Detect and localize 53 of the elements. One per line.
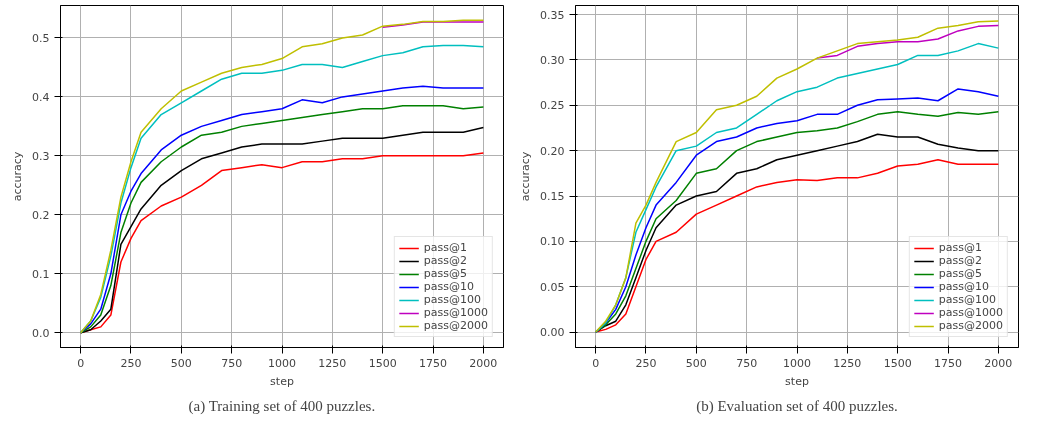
y-axis-title: accuracy bbox=[11, 151, 25, 202]
legend-label: pass@1000 bbox=[423, 306, 488, 319]
line-series bbox=[816, 24, 1000, 59]
y-tick-label: 0.30 bbox=[540, 53, 565, 67]
x-tick-label: 1000 bbox=[268, 356, 296, 370]
x-axis-title: step bbox=[270, 374, 294, 388]
x-tick-label: 1500 bbox=[368, 356, 397, 370]
x-tick-label: 1500 bbox=[883, 356, 912, 370]
x-tick-label: 1750 bbox=[419, 356, 448, 370]
text: (b) Evaluation set of 400 puzzles. bbox=[696, 397, 898, 415]
x-tick-label: 1750 bbox=[934, 356, 963, 370]
legend-label: pass@2 bbox=[938, 254, 982, 267]
x-tick-label: 500 bbox=[685, 356, 707, 370]
y-tick-label: 0.2 bbox=[32, 208, 50, 222]
y-tick-label: 0.35 bbox=[540, 8, 565, 22]
x-tick-label: 1250 bbox=[318, 356, 347, 370]
y-tick-label: 0.4 bbox=[32, 90, 50, 104]
x-tick-label: 500 bbox=[170, 356, 192, 370]
y-tick-label: 0.0 bbox=[32, 326, 50, 340]
y-tick-label: 0.15 bbox=[540, 190, 565, 203]
legend-label: pass@1 bbox=[938, 241, 982, 254]
legend-label: pass@5 bbox=[938, 267, 982, 280]
y-tick-label: 0.05 bbox=[540, 280, 565, 294]
x-axis-title: step bbox=[785, 374, 809, 388]
y-tick-label: 0.1 bbox=[32, 267, 50, 281]
x-tick-label: 0 bbox=[77, 356, 85, 370]
x-tick-label: 0 bbox=[592, 356, 600, 370]
x-tick-label: 1000 bbox=[783, 356, 811, 370]
x-tick-label: 2000 bbox=[984, 356, 1013, 370]
x-tick-label: 250 bbox=[635, 356, 657, 370]
x-tick-label: 1250 bbox=[833, 356, 862, 370]
legend-label: pass@10 bbox=[938, 280, 989, 293]
y-axis-title: accuracy bbox=[519, 151, 533, 202]
legend-label: pass@2000 bbox=[938, 319, 1003, 332]
y-tick-label: 0.00 bbox=[540, 326, 565, 340]
x-tick-label: 750 bbox=[736, 356, 758, 370]
x-tick-label: 2000 bbox=[469, 356, 498, 370]
y-tick-label: 0.10 bbox=[540, 235, 565, 249]
legend-label: pass@10 bbox=[423, 280, 474, 293]
x-tick-label: 250 bbox=[120, 356, 142, 370]
legend-label: pass@1000 bbox=[938, 306, 1003, 319]
legend-label: pass@1 bbox=[423, 241, 467, 254]
legend-label: pass@100 bbox=[938, 293, 996, 306]
legend-label: pass@5 bbox=[423, 267, 467, 280]
legend-label: pass@100 bbox=[423, 293, 481, 306]
y-tick-label: 0.5 bbox=[32, 31, 50, 45]
legend-label: pass@2000 bbox=[423, 319, 488, 332]
y-tick-label: 0.20 bbox=[540, 144, 565, 158]
y-tick-label: 0.25 bbox=[540, 99, 565, 113]
y-tick-label: 0.3 bbox=[32, 149, 50, 163]
text: (a) Training set of 400 puzzles. bbox=[188, 397, 376, 415]
x-tick-label: 750 bbox=[221, 356, 243, 370]
legend-label: pass@2 bbox=[423, 254, 467, 267]
